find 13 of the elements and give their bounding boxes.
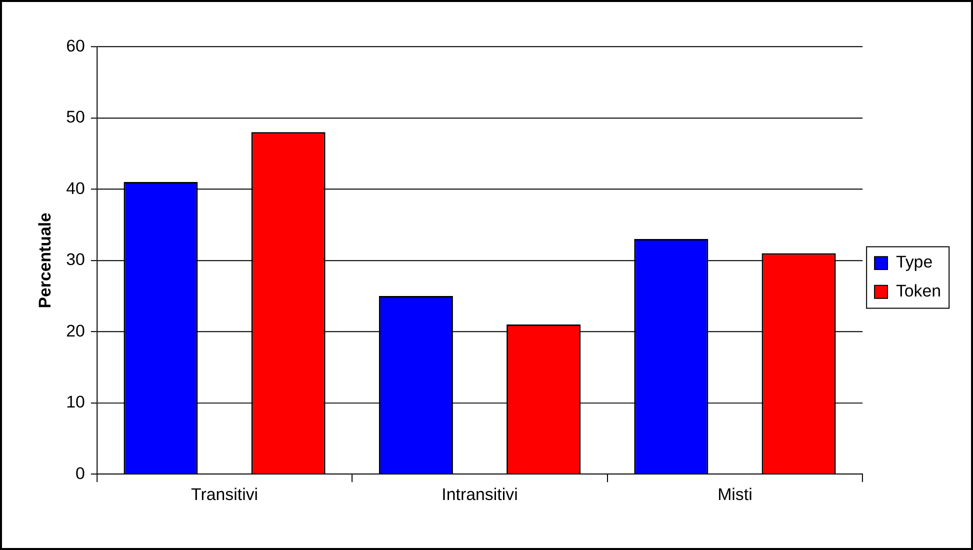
x-tick-label: Misti <box>718 484 752 504</box>
x-tick-label: Intransitivi <box>442 484 518 504</box>
legend-label: Type <box>896 252 933 272</box>
y-tick-label: 20 <box>66 321 85 340</box>
y-tick-label: 30 <box>66 250 85 270</box>
y-axis-title: Percentuale <box>36 212 55 308</box>
y-tick-label: 40 <box>66 178 85 198</box>
legend-label: Token <box>896 282 942 301</box>
y-tick-label: 10 <box>66 392 85 412</box>
x-tick-label: Transitivi <box>191 484 258 504</box>
y-tick-label: 0 <box>76 464 85 483</box>
y-tick-label: 50 <box>66 108 85 127</box>
y-tick-label: 60 <box>66 36 85 56</box>
